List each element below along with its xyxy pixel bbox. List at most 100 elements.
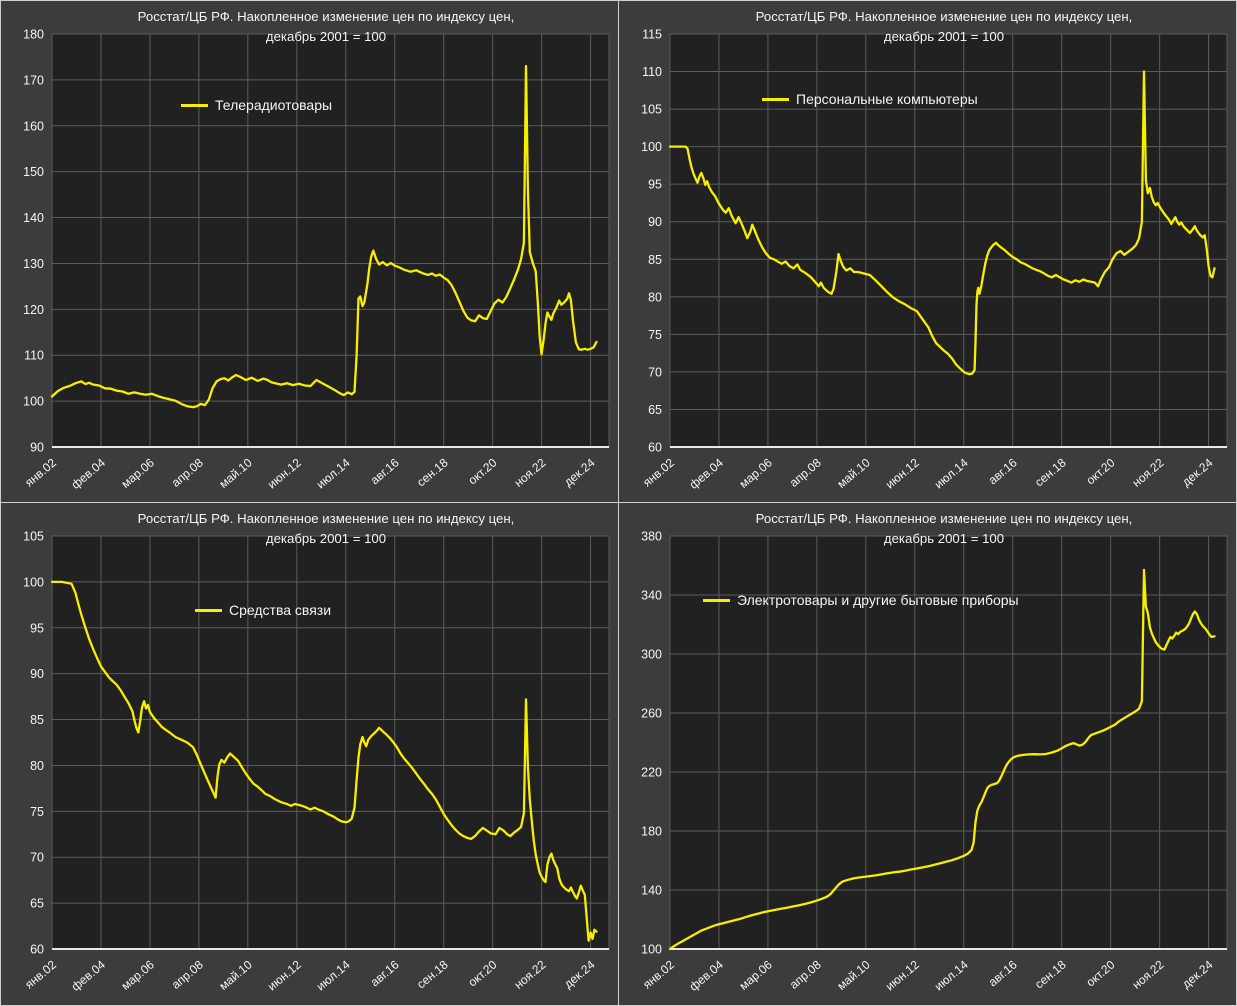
svg-text:65: 65 bbox=[648, 403, 662, 417]
panel-tv-radio-goods: Росстат/ЦБ РФ. Накопленное изменение цен… bbox=[1, 1, 618, 502]
svg-text:90: 90 bbox=[30, 441, 44, 455]
svg-text:90: 90 bbox=[30, 667, 44, 681]
svg-text:140: 140 bbox=[641, 884, 662, 898]
svg-text:110: 110 bbox=[24, 349, 44, 363]
svg-text:апр.08: апр.08 bbox=[169, 957, 206, 991]
svg-text:мар.06: мар.06 bbox=[119, 957, 158, 993]
legend: Телерадиотовары bbox=[181, 97, 332, 113]
panel-electrical-appliances: Росстат/ЦБ РФ. Накопленное изменение цен… bbox=[619, 503, 1236, 1005]
svg-text:июл.14: июл.14 bbox=[932, 455, 971, 491]
svg-text:июн.12: июн.12 bbox=[265, 455, 304, 491]
svg-text:авг.16: авг.16 bbox=[368, 455, 402, 487]
svg-text:60: 60 bbox=[30, 943, 44, 957]
svg-text:май.10: май.10 bbox=[834, 455, 873, 491]
svg-text:300: 300 bbox=[641, 648, 662, 662]
svg-text:110: 110 bbox=[642, 65, 662, 79]
svg-text:фев.04: фев.04 bbox=[69, 455, 109, 491]
svg-text:90: 90 bbox=[648, 215, 662, 229]
legend-line-swatch bbox=[703, 598, 730, 602]
svg-text:мар.06: мар.06 bbox=[119, 455, 158, 491]
svg-text:май.10: май.10 bbox=[834, 957, 873, 993]
svg-text:120: 120 bbox=[23, 303, 44, 317]
svg-text:100: 100 bbox=[641, 140, 662, 154]
svg-text:июл.14: июл.14 bbox=[314, 957, 353, 993]
svg-text:июл.14: июл.14 bbox=[932, 957, 971, 993]
legend: Средства связи bbox=[195, 602, 331, 618]
panel-personal-computers: Росстат/ЦБ РФ. Накопленное изменение цен… bbox=[619, 1, 1236, 502]
svg-text:80: 80 bbox=[648, 290, 662, 304]
svg-text:130: 130 bbox=[23, 257, 44, 271]
svg-text:95: 95 bbox=[648, 178, 662, 192]
svg-text:июн.12: июн.12 bbox=[883, 957, 922, 993]
svg-text:окт.20: окт.20 bbox=[1083, 957, 1117, 989]
svg-text:ноя.22: ноя.22 bbox=[512, 957, 549, 991]
legend-label: Телерадиотовары bbox=[215, 97, 333, 113]
svg-text:75: 75 bbox=[30, 805, 44, 819]
svg-text:65: 65 bbox=[30, 897, 44, 911]
svg-text:220: 220 bbox=[641, 766, 662, 780]
svg-text:дек.24: дек.24 bbox=[561, 957, 598, 991]
svg-text:мар.06: мар.06 bbox=[737, 455, 776, 491]
svg-text:авг.16: авг.16 bbox=[986, 455, 1020, 487]
svg-text:180: 180 bbox=[641, 825, 662, 839]
svg-text:260: 260 bbox=[641, 707, 662, 721]
chart-canvas-personal-computers: 60 65 70 75 80 85 90 95 100 105 110 115 янв.02 фев.04… bbox=[640, 28, 1228, 492]
legend-label: Электротовары и другие бытовые приборы bbox=[737, 592, 1019, 608]
svg-text:60: 60 bbox=[648, 441, 662, 455]
panel-communication-devices: Росстат/ЦБ РФ. Накопленное изменение цен… bbox=[1, 503, 618, 1005]
svg-text:сен.18: сен.18 bbox=[414, 957, 451, 991]
svg-text:115: 115 bbox=[642, 28, 662, 42]
svg-text:сен.18: сен.18 bbox=[1032, 957, 1069, 991]
chart-canvas-communication-devices: 60 65 70 75 80 85 90 95 100 105 янв.02 фев.04 мар.06… bbox=[22, 530, 610, 994]
svg-text:дек.24: дек.24 bbox=[1179, 455, 1216, 489]
svg-text:75: 75 bbox=[648, 328, 662, 342]
svg-text:апр.08: апр.08 bbox=[787, 957, 824, 991]
svg-text:70: 70 bbox=[30, 851, 44, 865]
svg-text:апр.08: апр.08 bbox=[787, 455, 824, 489]
svg-text:70: 70 bbox=[648, 365, 662, 379]
legend: Персональные компьютеры bbox=[762, 91, 978, 107]
svg-text:380: 380 bbox=[641, 530, 662, 544]
svg-text:сен.18: сен.18 bbox=[414, 455, 451, 489]
svg-text:ноя.22: ноя.22 bbox=[512, 455, 549, 489]
svg-text:фев.04: фев.04 bbox=[687, 455, 727, 491]
svg-text:85: 85 bbox=[648, 253, 662, 267]
svg-text:95: 95 bbox=[30, 621, 44, 635]
chart-canvas-tv-radio-goods: 90 100 110 120 130 140 150 160 170 180 янв.02 фев.0… bbox=[22, 28, 610, 492]
svg-text:фев.04: фев.04 bbox=[69, 957, 109, 993]
svg-text:150: 150 bbox=[23, 165, 44, 179]
svg-text:апр.08: апр.08 bbox=[169, 455, 206, 489]
svg-text:340: 340 bbox=[641, 589, 662, 603]
svg-text:180: 180 bbox=[23, 28, 44, 42]
svg-text:янв.02: янв.02 bbox=[22, 455, 59, 489]
svg-text:100: 100 bbox=[23, 395, 44, 409]
svg-text:80: 80 bbox=[30, 759, 44, 773]
svg-text:июн.12: июн.12 bbox=[265, 957, 304, 993]
svg-text:170: 170 bbox=[23, 73, 44, 87]
svg-text:янв.02: янв.02 bbox=[22, 957, 59, 991]
svg-text:85: 85 bbox=[30, 713, 44, 727]
legend-label: Средства связи bbox=[229, 602, 332, 618]
svg-text:авг.16: авг.16 bbox=[368, 957, 402, 989]
svg-text:сен.18: сен.18 bbox=[1032, 455, 1069, 489]
svg-text:мар.06: мар.06 bbox=[737, 957, 776, 993]
svg-text:июл.14: июл.14 bbox=[314, 455, 353, 491]
svg-text:фев.04: фев.04 bbox=[687, 957, 727, 993]
svg-text:окт.20: окт.20 bbox=[465, 455, 499, 487]
svg-text:май.10: май.10 bbox=[216, 455, 255, 491]
svg-text:окт.20: окт.20 bbox=[1083, 455, 1117, 487]
svg-text:янв.02: янв.02 bbox=[640, 455, 677, 489]
svg-text:янв.02: янв.02 bbox=[640, 957, 677, 991]
legend-label: Персональные компьютеры bbox=[796, 91, 978, 107]
legend: Электротовары и другие бытовые приборы bbox=[703, 592, 1019, 608]
svg-text:авг.16: авг.16 bbox=[986, 957, 1020, 989]
svg-text:дек.24: дек.24 bbox=[1179, 957, 1216, 991]
svg-text:100: 100 bbox=[23, 575, 44, 589]
svg-text:160: 160 bbox=[23, 119, 44, 133]
svg-text:140: 140 bbox=[23, 211, 44, 225]
svg-text:105: 105 bbox=[23, 530, 44, 544]
svg-text:ноя.22: ноя.22 bbox=[1130, 957, 1167, 991]
legend-line-swatch bbox=[762, 97, 789, 101]
svg-text:100: 100 bbox=[641, 943, 662, 957]
